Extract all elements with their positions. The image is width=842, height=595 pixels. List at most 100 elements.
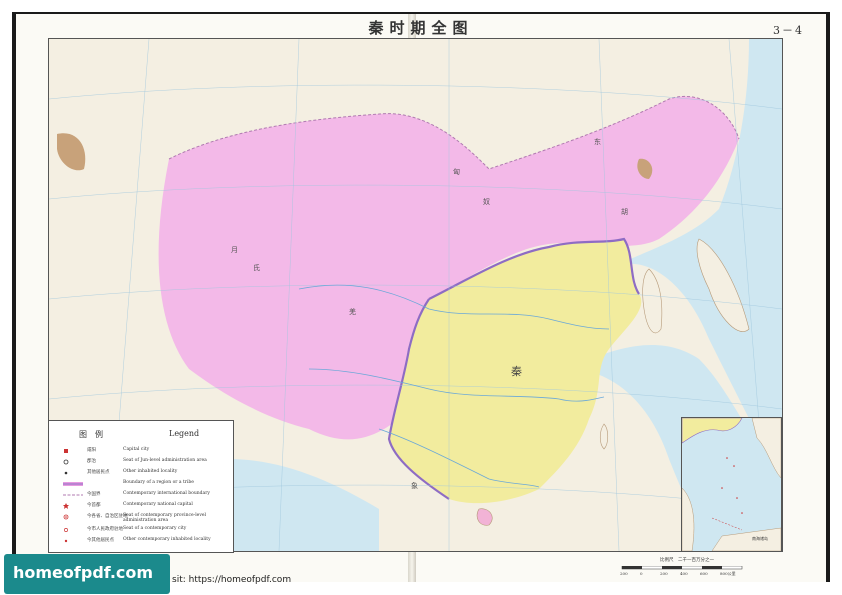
legend-row: 咸阳 Capital city — [55, 447, 231, 456]
region-label: 胡 — [621, 208, 628, 216]
island-dot — [741, 512, 743, 514]
island-dot — [721, 487, 723, 489]
qin-label: 秦 — [511, 365, 522, 378]
region-label: 象 — [411, 482, 418, 490]
xiongnu-region — [158, 96, 739, 440]
inset-boundary-dash — [711, 517, 743, 531]
scale-tick: 400 — [680, 571, 688, 576]
inset-peninsula — [682, 487, 695, 551]
latitude-line — [49, 284, 782, 310]
island-dot — [726, 457, 728, 459]
legend-cn-label: 郡治 — [87, 459, 96, 464]
locality-symbol — [63, 470, 83, 476]
scale-bar-segment — [622, 566, 642, 569]
map-title: 秦时期全图 — [368, 19, 474, 37]
inset-label: 南海诸岛 — [752, 536, 768, 541]
map-canvas — [49, 39, 782, 551]
legend-cn-label: 今国界 — [87, 492, 101, 497]
rivers — [298, 284, 610, 488]
xiongnu-boundary — [168, 95, 740, 170]
inset-map — [682, 418, 781, 551]
legend-en-label: Other contemporary inhabited locality — [123, 537, 211, 542]
graticule — [49, 39, 782, 551]
legend-cn-label: 其他居民点 — [87, 470, 110, 475]
contemporary-locality-symbol — [63, 538, 83, 544]
legend-en-label: Other inhabited locality — [123, 469, 178, 474]
hainan-island — [476, 508, 493, 526]
legend-en-label: Seat of a contemporary city — [123, 526, 187, 531]
plate-number: 3－4 — [773, 24, 804, 37]
intl-boundary-symbol — [63, 492, 83, 498]
qin-north-boundary — [428, 237, 640, 300]
yellow-river — [298, 284, 610, 330]
latitude-line — [49, 184, 782, 210]
region-label: 匈 — [453, 168, 460, 176]
region-label: 月 — [231, 246, 238, 254]
bay-of-bengal — [189, 459, 379, 551]
map-frame: 匈 奴 东 胡 月 氏 秦 羌 象 — [48, 38, 783, 552]
inset-philippines — [751, 418, 781, 479]
legend-row: Boundary of a region or a tribe — [55, 480, 231, 489]
legend-row: 其他居民点 Other inhabited locality — [55, 469, 231, 478]
inset-borneo — [711, 527, 781, 551]
latitude-line — [49, 384, 782, 410]
yangtze-river — [308, 368, 605, 402]
legend-row: 今市人民政府驻地 Seat of a contemporary city — [55, 526, 231, 535]
legend-en-label: Seat of contemporary province-level admi… — [123, 513, 206, 523]
scale-tick: 200 — [660, 571, 668, 576]
longitude-line — [598, 39, 620, 551]
legend-cn-label: 今各省、自治区驻地 — [87, 514, 128, 519]
legend-cn-label: 今其他居民点 — [87, 538, 114, 543]
longitude-line — [278, 39, 300, 551]
terrain-patch-east — [637, 158, 653, 179]
legend-heading-cn: 图 例 — [79, 430, 103, 439]
inset-mainland — [682, 418, 743, 444]
qin-west-boundary — [387, 298, 450, 500]
region-label: 奴 — [483, 198, 490, 206]
scale-graphic — [621, 566, 743, 570]
latitude-line — [49, 84, 782, 110]
japan-islands — [696, 238, 750, 332]
visit-url-text[interactable]: sit: https://homeofpdf.com — [172, 575, 292, 585]
legend-en-label: Contemporary national capital — [123, 502, 193, 507]
scale-tick: 200 — [620, 571, 628, 576]
south-china-sea-inset: 南海诸岛 — [681, 417, 782, 552]
east-sea — [609, 39, 782, 479]
national-capital-symbol — [63, 503, 83, 509]
scale-tick: 800公里 — [720, 571, 736, 576]
legend-cn-label: 今市人民政府驻地 — [87, 527, 123, 532]
city-seat-symbol — [63, 527, 83, 533]
legend-row: 郡治 Seat of Jun-level administration area — [55, 458, 231, 467]
legend-en-label: Contemporary international boundary — [123, 491, 210, 496]
korea-peninsula — [642, 268, 663, 334]
homeofpdf-logo[interactable]: homeofpdf.com — [4, 554, 170, 594]
legend-heading-en: Legend — [169, 429, 200, 438]
terrain-patch-west — [57, 133, 86, 171]
inset-islands — [721, 457, 743, 514]
island-dot — [733, 465, 735, 467]
scale-bar-segment — [702, 566, 722, 569]
legend-row: 今各省、自治区驻地 Seat of contemporary province-… — [55, 513, 231, 523]
region-boundary-symbol — [63, 481, 83, 487]
scale-tick: 600 — [700, 571, 708, 576]
capital-symbol — [63, 448, 83, 454]
pearl-river — [378, 428, 540, 488]
legend-en-label: Boundary of a region or a tribe — [123, 480, 194, 485]
legend-row: 今其他居民点 Other contemporary inhabited loca… — [55, 537, 231, 546]
island-dot — [736, 497, 738, 499]
scale-bar-segment — [662, 566, 682, 569]
jun-seat-symbol — [63, 459, 83, 465]
legend-box: 图 例 Legend 咸阳 Capital city 郡治 Seat of Ju… — [48, 420, 234, 553]
legend-cn-label: 今首都 — [87, 503, 101, 508]
legend-cn-label: 咸阳 — [87, 448, 96, 453]
legend-row: 今国界 Contemporary international boundary — [55, 491, 231, 500]
brand-label: homeofpdf.com — [13, 563, 154, 582]
province-seat-symbol — [63, 514, 83, 520]
legend-en-label: Seat of Jun-level administration area — [123, 458, 207, 463]
scale-ratio: 比例尺 二千一百万分之一 — [660, 558, 714, 563]
taiwan-island — [599, 423, 609, 450]
legend-row: 今首都 Contemporary national capital — [55, 502, 231, 511]
region-label: 氏 — [253, 264, 260, 272]
scale-bar: 比例尺 二千一百万分之一 200 0 200 400 600 800公里 — [620, 557, 770, 577]
region-label: 羌 — [349, 308, 356, 316]
